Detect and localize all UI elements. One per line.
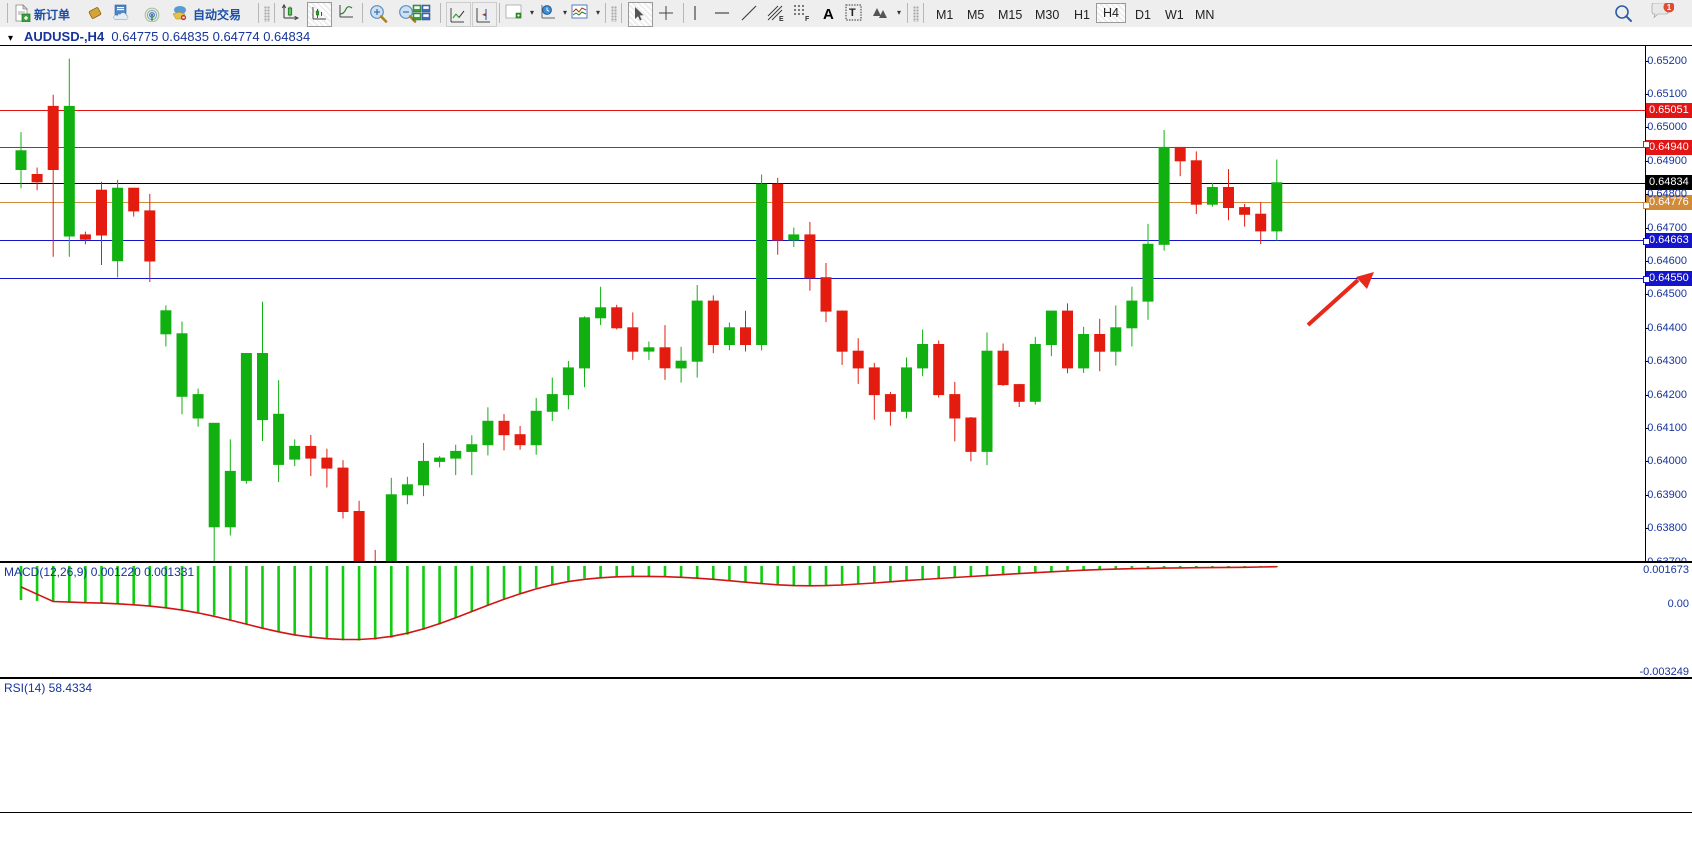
svg-text:E: E <box>779 16 784 22</box>
svg-text:T: T <box>849 7 856 19</box>
svg-text:1: 1 <box>1667 3 1672 12</box>
svg-text:F: F <box>805 16 810 22</box>
